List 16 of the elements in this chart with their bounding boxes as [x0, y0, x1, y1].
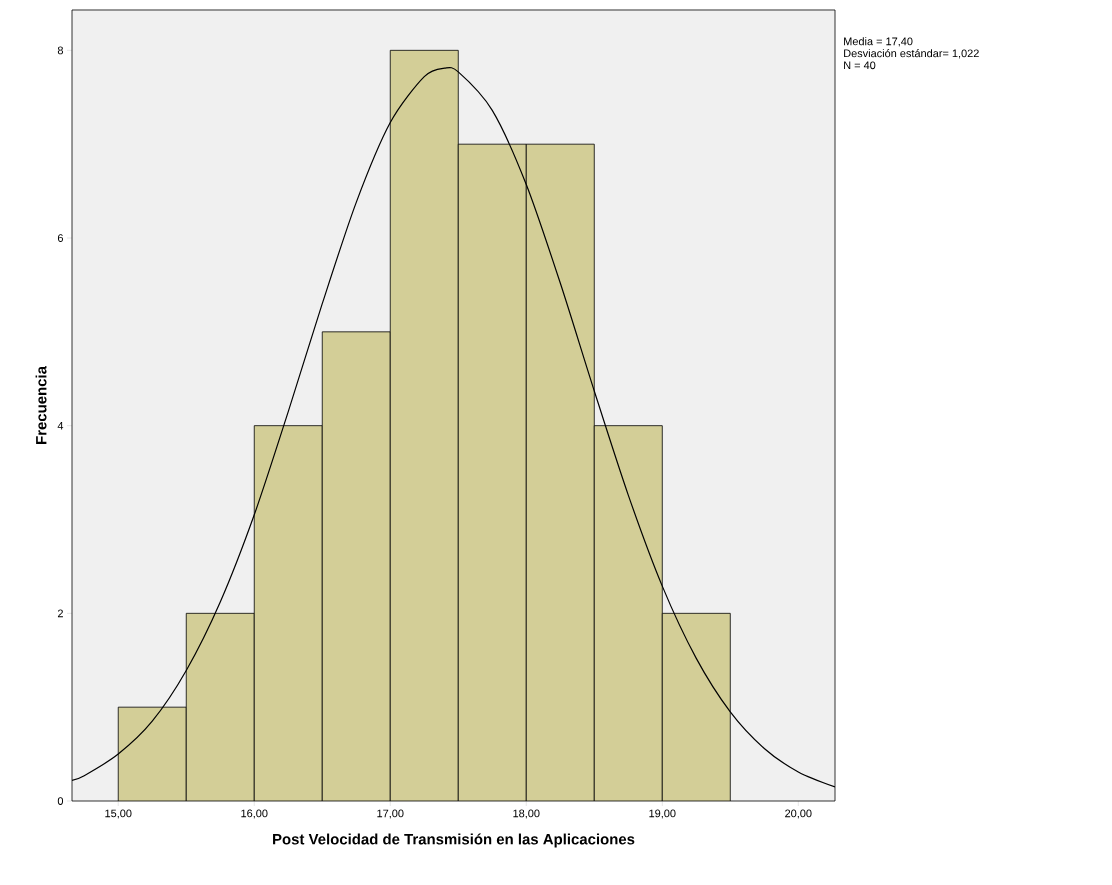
x-tick-label: 18,00 [513, 809, 540, 819]
text: N = 40 [844, 61, 876, 70]
y-tick-label: 4 [57, 421, 64, 430]
x-tick-label: 15,00 [105, 809, 132, 819]
x-tick-label: 20,00 [785, 809, 812, 819]
y-axis-title: Frecuencia [35, 365, 47, 444]
y-tick-label: 8 [57, 46, 63, 55]
text: Media = 17,40 [844, 37, 913, 47]
x-axis-title: Post Velocidad de Transmisión en las Aplicaciones [273, 833, 635, 848]
x-tick-label: 19,00 [649, 809, 676, 819]
x-tick-label: 16,00 [241, 809, 268, 819]
text: Desviación estándar= 1,022 [844, 49, 979, 59]
y-tick-label: 6 [57, 234, 63, 242]
y-tick-label: 0 [57, 797, 64, 805]
x-tick-label: 17,00 [377, 809, 404, 819]
y-tick-label: 2 [57, 609, 63, 618]
